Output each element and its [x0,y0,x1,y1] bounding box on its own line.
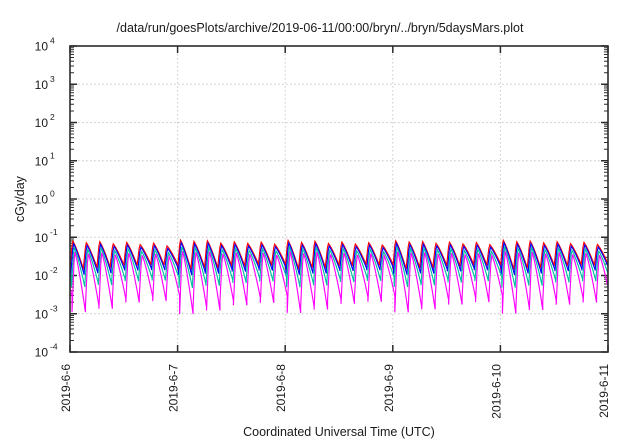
y-tick-exponent: -4 [50,342,58,352]
y-tick-mantissa: 10 [35,78,49,92]
y-tick-label: 10 3 [35,74,55,92]
y-tick-label: 10 2 [35,112,55,130]
y-tick-exponent: -3 [50,303,58,313]
data-series [70,238,608,315]
x-tick-label: 2019-6-6 [59,364,73,412]
series-teal [70,244,608,288]
y-tick-label: 10 1 [35,150,55,168]
plot-frame [69,45,609,353]
y-tick-label: 10 -1 [35,227,58,245]
x-tick-label: 2019-6-7 [167,364,181,412]
series-magenta [70,250,608,315]
series-red [70,238,608,270]
y-tick-label: 10 -2 [35,265,58,283]
y-tick-exponent: 2 [50,112,55,122]
y-tick-mantissa: 10 [35,231,49,245]
y-tick-mantissa: 10 [35,307,49,321]
y-tick-label: 10 -4 [35,342,58,360]
y-tick-mantissa: 10 [35,193,49,207]
y-tick-mantissa: 10 [35,154,49,168]
y-tick-mantissa: 10 [35,116,49,130]
series-blue [70,240,608,276]
y-tick-exponent: 4 [50,36,55,46]
y-tick-exponent: 0 [50,189,55,199]
y-tick-label: 10 0 [35,189,55,207]
y-tick-mantissa: 10 [35,269,49,283]
y-tick-mantissa: 10 [35,40,49,54]
x-tick-label: 2019-6-9 [382,364,396,412]
y-tick-mantissa: 10 [35,346,49,360]
y-tick-label: 10 4 [35,36,55,54]
y-tick-exponent: -2 [50,265,58,275]
grid-lines [70,45,608,352]
y-axis-label: cGy/day [13,175,27,222]
x-tick-label: 2019-6-11 [597,364,611,418]
y-tick-exponent: 1 [50,150,55,160]
y-tick-exponent: 3 [50,74,55,84]
chart-title: /data/run/goesPlots/archive/2019-06-11/0… [117,21,524,35]
x-axis-label: Coordinated Universal Time (UTC) [243,425,435,439]
x-tick-label: 2019-6-10 [489,364,503,419]
y-tick-label: 10 -3 [35,303,58,321]
y-tick-exponent: -1 [50,227,58,237]
x-tick-label: 2019-6-8 [274,364,288,412]
x-axis-tick-labels: 2019-6-6 2019-6-7 2019-6-8 2019-6-9 2019-6-1… [59,364,611,419]
